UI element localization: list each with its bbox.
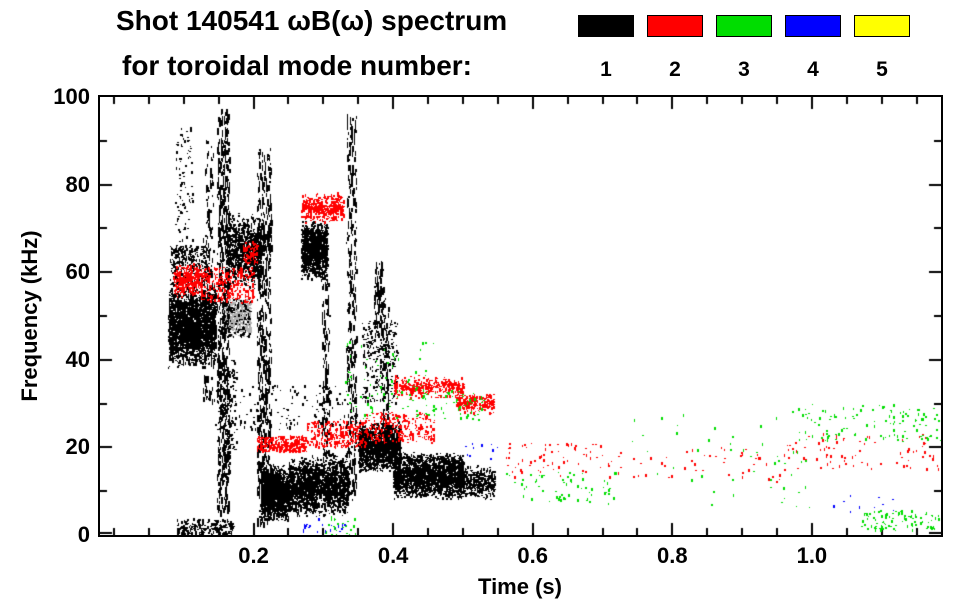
y-tick-label: 100 [53, 84, 90, 109]
legend-swatch-mode-2 [647, 15, 703, 37]
legend-number-mode-3: 3 [738, 58, 750, 81]
legend-number-mode-2: 2 [669, 58, 681, 81]
legend-number-mode-1: 1 [600, 58, 612, 81]
legend-swatch-mode-4 [785, 15, 841, 37]
y-tick-label: 20 [65, 434, 90, 460]
x-tick-label: 1.0 [796, 543, 828, 568]
legend-swatch-mode-3 [716, 15, 772, 37]
legend-swatch-mode-1 [578, 15, 634, 37]
chart-title: Shot 140541 ωB(ω) spectrum [116, 5, 508, 36]
y-tick-label: 40 [65, 346, 90, 372]
y-tick-label: 80 [65, 171, 90, 197]
legend-number-mode-4: 4 [807, 58, 819, 81]
x-tick-label: 0.2 [238, 543, 269, 568]
y-tick-label: 0 [77, 522, 90, 547]
y-tick-label: 60 [65, 259, 90, 285]
x-tick-label: 0.4 [377, 543, 409, 568]
legend-swatches [578, 15, 910, 37]
legend-numbers: 1 2 3 4 5 [578, 52, 910, 82]
legend-swatch-mode-5 [854, 15, 910, 37]
x-tick-label: 0.6 [517, 543, 548, 568]
chart-subtitle: for toroidal mode number: [122, 50, 472, 81]
y-axis-label: Frequency (kHz) [17, 230, 42, 402]
spectrogram-canvas [100, 97, 941, 535]
x-tick-label: 0.8 [657, 543, 688, 568]
plot-area [98, 95, 943, 537]
legend-number-mode-5: 5 [876, 58, 888, 81]
x-axis-label: Time (s) [478, 574, 562, 599]
